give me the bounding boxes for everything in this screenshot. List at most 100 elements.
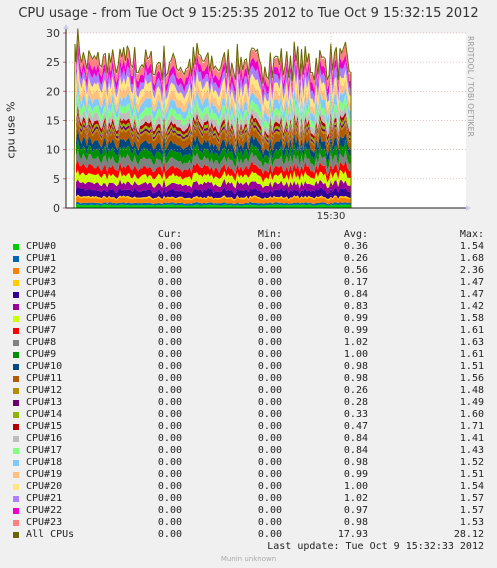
legend-series-name: CPU#8	[26, 337, 57, 348]
area-series	[76, 110, 351, 146]
legend-series-name: CPU#4	[26, 289, 57, 300]
legend-row: CPU#15 0.00 0.00 0.47 1.71	[0, 421, 497, 433]
legend-cur-value: 0.00	[157, 469, 182, 480]
legend-swatch	[13, 340, 19, 346]
legend-max-value: 1.47	[459, 277, 484, 288]
legend-swatch	[13, 520, 19, 526]
legend-row: CPU#20 0.00 0.00 1.00 1.54	[0, 481, 497, 493]
legend-swatch	[13, 328, 19, 334]
y-tick-label: 5	[53, 173, 60, 186]
legend-row: CPU#22 0.00 0.00 0.97 1.57	[0, 505, 497, 517]
legend-cur-value: 0.00	[157, 445, 182, 456]
legend-max-value: 1.54	[459, 481, 484, 492]
legend-min-value: 0.00	[257, 505, 282, 516]
cpu-usage-chart: 0 5 10 15 20 25 30 15:30	[46, 24, 471, 222]
legend-min-value: 0.00	[257, 277, 282, 288]
legend-max-value: 1.60	[459, 409, 484, 420]
legend-max-value: 1.61	[459, 349, 484, 360]
legend-swatch	[13, 508, 19, 514]
legend-cur-value: 0.00	[157, 301, 182, 312]
header-cur: Cur:	[157, 229, 182, 240]
legend-min-value: 0.00	[257, 289, 282, 300]
legend-series-name: CPU#7	[26, 325, 57, 336]
legend-swatch	[13, 496, 19, 502]
legend-row: All CPUs 0.00 0.00 17.93 28.12	[0, 529, 497, 541]
legend-avg-value: 0.47	[343, 421, 368, 432]
area-series	[76, 90, 351, 135]
legend-cur-value: 0.00	[157, 481, 182, 492]
legend-min-value: 0.00	[257, 313, 282, 324]
total-series-line	[73, 28, 352, 209]
legend-series-name: CPU#5	[26, 301, 57, 312]
legend-max-value: 1.57	[459, 505, 484, 516]
legend-series-name: CPU#20	[26, 481, 63, 492]
legend-cur-value: 0.00	[157, 253, 182, 264]
legend-row: CPU#17 0.00 0.00 0.84 1.43	[0, 445, 497, 457]
legend-min-value: 0.00	[257, 265, 282, 276]
legend-avg-value: 0.26	[343, 253, 368, 264]
legend-series-name: All CPUs	[26, 529, 75, 540]
legend-series-name: CPU#17	[26, 445, 63, 456]
legend-min-value: 0.00	[257, 241, 282, 252]
y-tick-label: 0	[53, 202, 60, 215]
legend-max-value: 1.52	[459, 457, 484, 468]
y-tick-label: 20	[46, 85, 60, 98]
legend-min-value: 0.00	[257, 457, 282, 468]
legend-cur-value: 0.00	[157, 361, 182, 372]
legend-series-name: CPU#15	[26, 421, 63, 432]
area-series	[76, 196, 351, 205]
legend-min-value: 0.00	[257, 349, 282, 360]
area-series	[76, 204, 351, 208]
legend-max-value: 1.41	[459, 433, 484, 444]
legend-cur-value: 0.00	[157, 241, 182, 252]
legend-row: CPU#18 0.00 0.00 0.98 1.52	[0, 457, 497, 469]
area-series	[76, 60, 351, 115]
legend-swatch	[13, 280, 19, 286]
legend-row: CPU#12 0.00 0.00 0.26 1.48	[0, 385, 497, 397]
legend-min-value: 0.00	[257, 337, 282, 348]
legend-series-name: CPU#10	[26, 361, 63, 372]
legend-cur-value: 0.00	[157, 265, 182, 276]
area-series	[76, 186, 351, 200]
legend-row: CPU#2 0.00 0.00 0.56 2.36	[0, 265, 497, 277]
legend-series-name: CPU#11	[26, 373, 63, 384]
legend-row: CPU#4 0.00 0.00 0.84 1.47	[0, 289, 497, 301]
area-series	[76, 79, 351, 129]
y-tick-label: 25	[46, 56, 60, 69]
legend-swatch	[13, 352, 19, 358]
legend-row: CPU#1 0.00 0.00 0.26 1.68	[0, 253, 497, 265]
legend-cur-value: 0.00	[157, 277, 182, 288]
munin-footer: Munin unknown	[220, 555, 277, 563]
y-tick-label: 10	[46, 144, 60, 157]
legend-avg-value: 0.26	[343, 385, 368, 396]
legend-max-value: 1.54	[459, 241, 484, 252]
legend-max-value: 1.47	[459, 289, 484, 300]
legend-avg-value: 0.98	[343, 361, 368, 372]
legend-series-name: CPU#14	[26, 409, 63, 420]
legend-avg-value: 0.99	[343, 325, 368, 336]
area-series	[76, 139, 351, 170]
legend-series-name: CPU#21	[26, 493, 63, 504]
legend-cur-value: 0.00	[157, 373, 182, 384]
area-series	[76, 116, 351, 150]
legend-swatch	[13, 376, 19, 382]
legend-avg-value: 0.36	[343, 241, 368, 252]
legend-avg-value: 1.00	[343, 349, 368, 360]
legend-avg-value: 0.98	[343, 373, 368, 384]
legend-min-value: 0.00	[257, 397, 282, 408]
legend-swatch	[13, 256, 19, 262]
legend-max-value: 1.51	[459, 361, 484, 372]
legend-avg-value: 0.99	[343, 469, 368, 480]
legend-max-value: 1.53	[459, 517, 484, 528]
legend-cur-value: 0.00	[157, 313, 182, 324]
header-min: Min:	[257, 229, 282, 240]
legend-series-name: CPU#1	[26, 253, 57, 264]
legend-max-value: 1.49	[459, 397, 484, 408]
legend-min-value: 0.00	[257, 517, 282, 528]
legend-avg-value: 0.84	[343, 445, 368, 456]
legend-row: CPU#10 0.00 0.00 0.98 1.51	[0, 361, 497, 373]
legend-series-name: CPU#23	[26, 517, 63, 528]
legend-avg-value: 0.83	[343, 301, 368, 312]
legend-cur-value: 0.00	[157, 529, 182, 540]
legend-avg-value: 0.84	[343, 289, 368, 300]
